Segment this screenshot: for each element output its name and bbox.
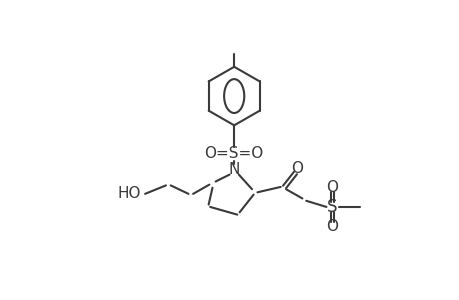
Text: N: N: [228, 163, 239, 178]
Text: S: S: [327, 198, 337, 216]
Text: O: O: [291, 161, 302, 176]
Text: O: O: [326, 219, 338, 234]
Text: HO: HO: [118, 186, 141, 201]
Text: O=S=O: O=S=O: [204, 146, 263, 161]
Text: O: O: [326, 180, 338, 195]
